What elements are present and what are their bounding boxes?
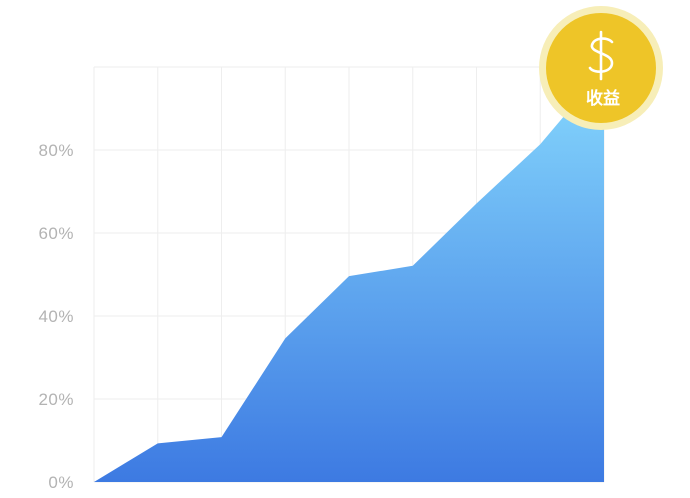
revenue-badge: 收益	[539, 6, 663, 130]
y-tick-label: 20%	[38, 390, 74, 409]
badge-label: 收益	[586, 88, 620, 109]
y-tick-label: 40%	[38, 307, 74, 326]
y-tick-label: 60%	[38, 224, 74, 243]
area-fill	[94, 69, 604, 482]
area-series	[94, 69, 604, 482]
y-tick-label: 80%	[38, 141, 74, 160]
dollar-icon	[588, 30, 614, 81]
y-tick-label: 0%	[48, 473, 74, 492]
y-axis-ticks: 0% 20% 40% 60% 80%	[38, 141, 74, 492]
